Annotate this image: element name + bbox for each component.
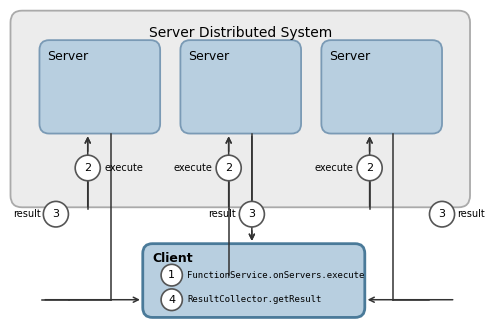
Circle shape <box>75 155 100 181</box>
Text: execute: execute <box>104 163 143 173</box>
Text: Server: Server <box>329 50 370 63</box>
Text: 3: 3 <box>52 209 60 219</box>
Text: 4: 4 <box>168 295 175 305</box>
Circle shape <box>239 202 264 227</box>
Text: ResultCollector.getResult: ResultCollector.getResult <box>187 295 322 304</box>
FancyBboxPatch shape <box>181 40 301 133</box>
Text: result: result <box>458 209 485 219</box>
Circle shape <box>43 202 68 227</box>
Text: execute: execute <box>173 163 212 173</box>
Text: 2: 2 <box>84 163 92 173</box>
FancyBboxPatch shape <box>39 40 160 133</box>
Text: execute: execute <box>314 163 353 173</box>
FancyBboxPatch shape <box>10 11 470 207</box>
Text: Server: Server <box>47 50 88 63</box>
Text: Client: Client <box>153 252 193 265</box>
FancyBboxPatch shape <box>143 244 365 317</box>
Text: 2: 2 <box>225 163 232 173</box>
Text: Server: Server <box>188 50 229 63</box>
Circle shape <box>161 289 183 310</box>
Circle shape <box>161 264 183 286</box>
Circle shape <box>357 155 382 181</box>
Text: result: result <box>13 209 40 219</box>
Text: 2: 2 <box>366 163 373 173</box>
Text: result: result <box>208 209 236 219</box>
Circle shape <box>216 155 241 181</box>
FancyBboxPatch shape <box>321 40 442 133</box>
Text: 3: 3 <box>438 209 446 219</box>
Text: 3: 3 <box>248 209 255 219</box>
Text: Server Distributed System: Server Distributed System <box>149 26 332 41</box>
Text: 1: 1 <box>168 270 175 280</box>
Text: FunctionService.onServers.execute: FunctionService.onServers.execute <box>187 271 365 280</box>
Circle shape <box>430 202 455 227</box>
